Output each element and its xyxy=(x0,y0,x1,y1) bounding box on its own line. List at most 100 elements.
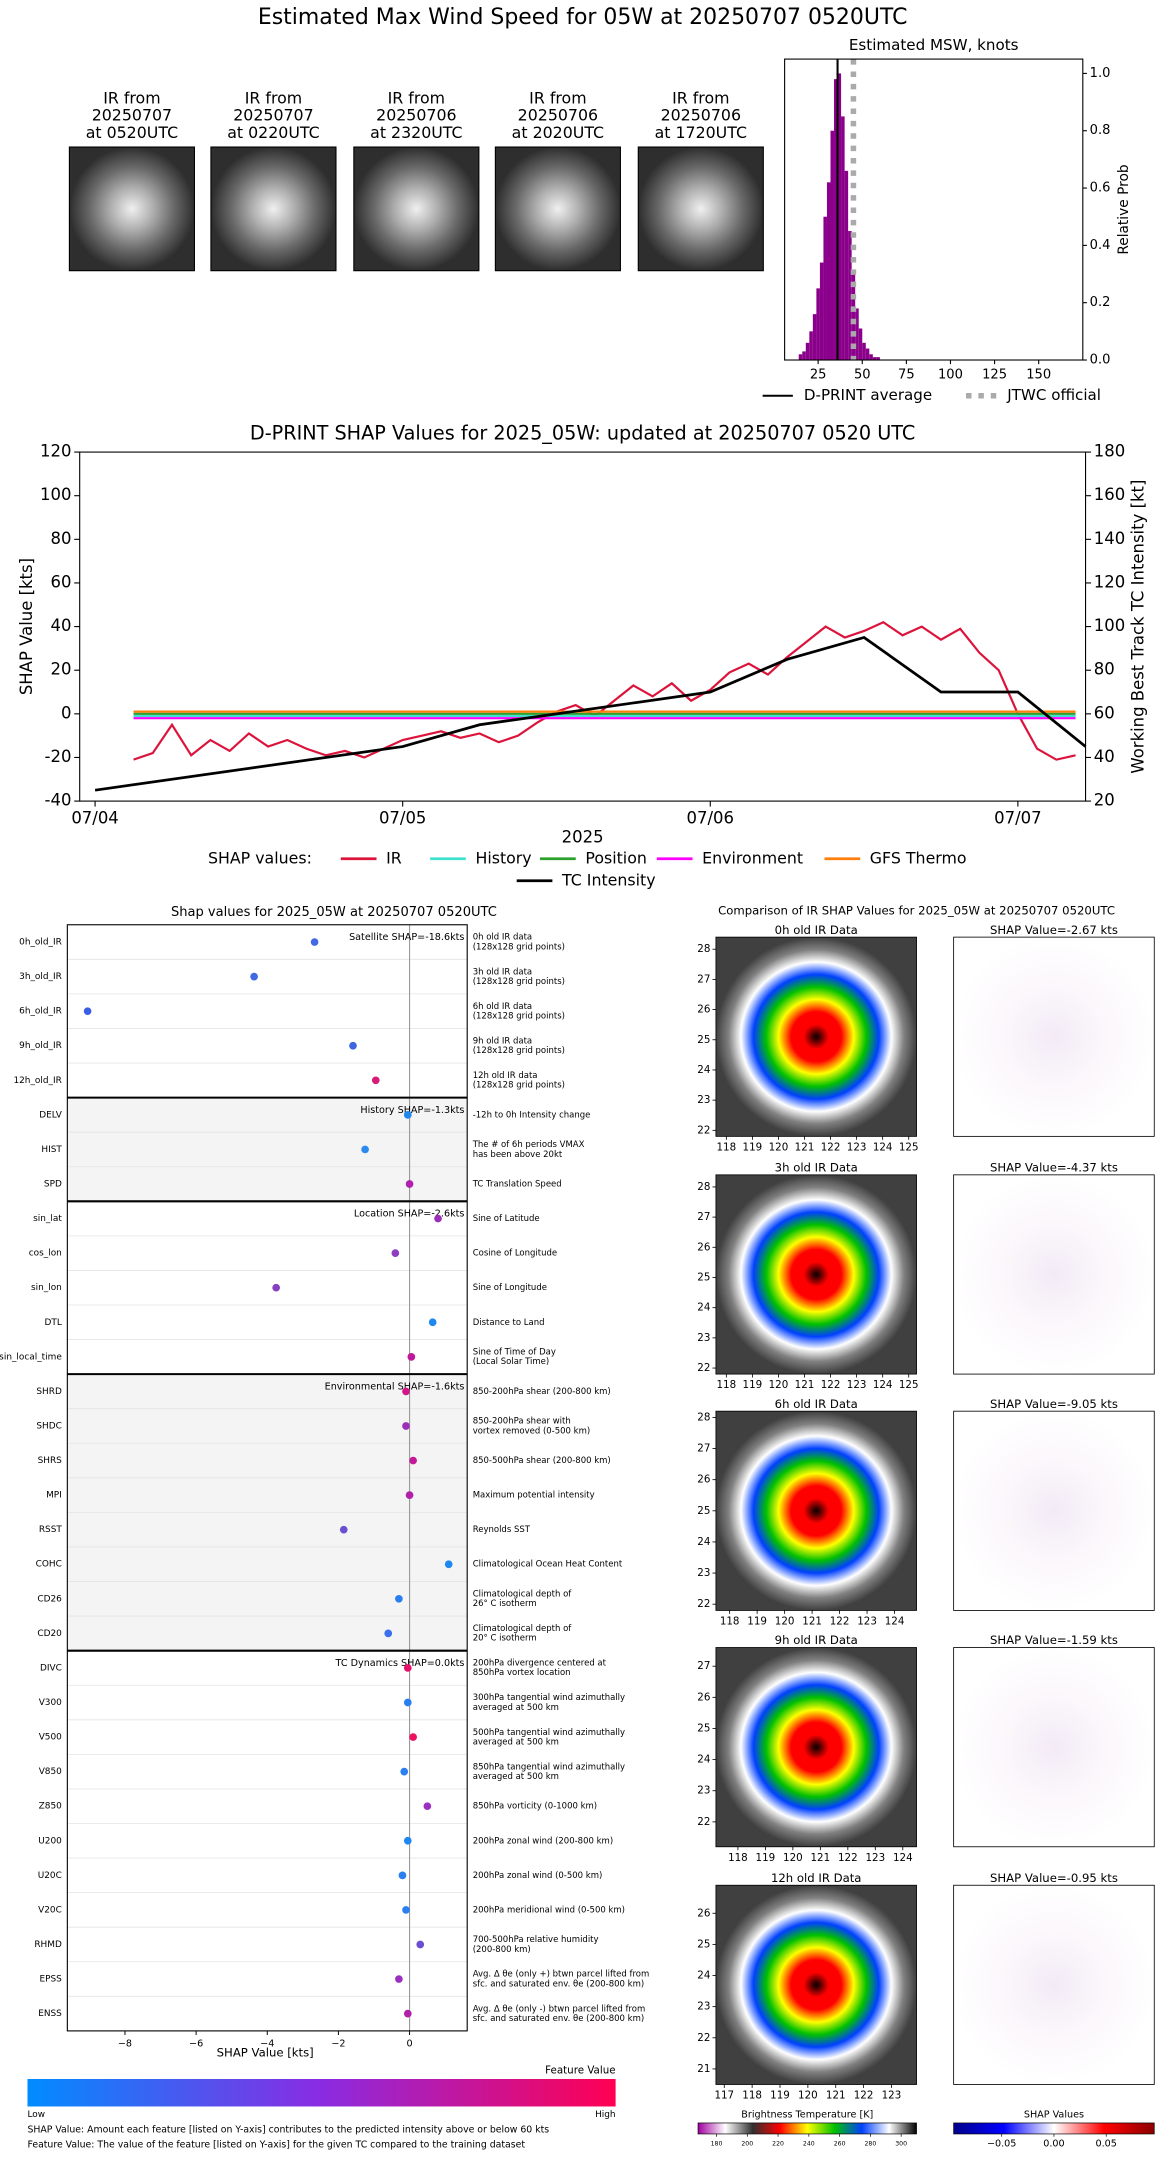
feature-label: Z850 xyxy=(39,1802,62,1812)
shap-dot xyxy=(403,1664,412,1672)
x-tick-label: 119 xyxy=(743,1379,763,1391)
y2-tick-label: 60 xyxy=(1094,703,1115,722)
histogram-bar xyxy=(816,288,820,361)
feature-description: 20° C isotherm xyxy=(473,1634,537,1644)
y2-tick-label: 140 xyxy=(1094,529,1125,548)
x-tick-label: 120 xyxy=(769,1379,789,1391)
feature-label: DELV xyxy=(39,1110,62,1120)
x-tick-label: 122 xyxy=(821,1379,841,1391)
y-tick-label: 28 xyxy=(697,1181,710,1193)
y-tick-label: 100 xyxy=(40,485,71,504)
series-line xyxy=(94,635,1087,792)
colorbar-tick-label: 240 xyxy=(803,2141,815,2148)
y2-tick-label: 20 xyxy=(1094,791,1115,810)
histogram-bar xyxy=(869,354,873,361)
histogram-bar xyxy=(862,342,866,361)
colorbar xyxy=(953,2122,1155,2135)
legend-label: History xyxy=(475,848,531,867)
ir-thumbnail xyxy=(210,146,337,272)
feature-label: cos_lon xyxy=(29,1249,62,1259)
feature-label: SHRD xyxy=(36,1387,62,1397)
thumbnail-title: 20250707 xyxy=(92,106,172,125)
main-title: Estimated Max Wind Speed for 05W at 2025… xyxy=(258,5,908,30)
thumbnail-title: 20250707 xyxy=(233,106,313,125)
feature-label: sin_local_time xyxy=(0,1352,62,1362)
thumbnail-title: IR from xyxy=(388,88,445,107)
shap-map xyxy=(953,936,1155,1137)
x-tick-label: 124 xyxy=(893,1852,913,1864)
y-tick-label: -40 xyxy=(45,791,72,810)
feature-label: U20C xyxy=(38,1871,62,1881)
y-tick-label: 0.8 xyxy=(1090,123,1111,138)
feature-description: 300hPa tangential wind azimuthally xyxy=(473,1693,625,1703)
feature-description: 500hPa tangential wind azimuthally xyxy=(473,1728,625,1738)
x-axis-label: 2025 xyxy=(562,828,604,847)
shap-dot xyxy=(391,1249,400,1257)
y-tick-label: 24 xyxy=(697,1302,710,1314)
feature-description: averaged at 500 km xyxy=(473,1703,559,1713)
y-tick-label: 24 xyxy=(697,1536,710,1548)
colorbar-tick-label: 280 xyxy=(864,2141,876,2148)
y-tick-label: 26 xyxy=(697,1691,710,1703)
feature-description: (128x128 grid points) xyxy=(473,1011,565,1021)
feature-description: Climatological Ocean Heat Content xyxy=(473,1560,623,1570)
feature-description: 850hPa vortex location xyxy=(473,1668,571,1678)
x-tick-label: 118 xyxy=(742,2089,762,2101)
y-tick-label: 24 xyxy=(697,1970,710,1982)
colorbar-label: SHAP Values xyxy=(1024,2110,1084,2121)
ir-thumbnail xyxy=(637,146,764,272)
shap-dot xyxy=(416,1940,425,1949)
shap-dot xyxy=(405,1180,414,1188)
shap-dot xyxy=(339,1525,348,1534)
shap-dot xyxy=(272,1283,281,1292)
shap-dot xyxy=(395,1594,403,1603)
feature-description: 850-200hPa shear with xyxy=(473,1417,571,1427)
feature-label: sin_lon xyxy=(31,1283,62,1293)
histogram-bar xyxy=(802,351,806,361)
feature-description: 3h old IR data xyxy=(473,967,532,977)
y-tick-label: 0.2 xyxy=(1090,295,1111,310)
shap-dot xyxy=(400,1767,409,1776)
y-tick-label: 120 xyxy=(40,442,71,461)
feature-description: 200hPa meridional wind (0-500 km) xyxy=(473,1905,625,1915)
feature-description: (Local Solar Time) xyxy=(473,1357,550,1367)
y-tick-label: 22 xyxy=(697,1362,710,1374)
thumbnail-title: at 1720UTC xyxy=(655,123,747,142)
y-axis-label: Relative Prob xyxy=(1116,164,1132,254)
x-tick-label: 50 xyxy=(854,368,871,383)
y-tick-label: 24 xyxy=(697,1064,710,1076)
y2-axis-label: Working Best Track TC Intensity [kt] xyxy=(1129,480,1148,774)
x-tick-label: 25 xyxy=(810,368,827,383)
y-tick-label: 26 xyxy=(697,1004,710,1016)
feature-description: (128x128 grid points) xyxy=(473,942,565,952)
y-tick-label: 27 xyxy=(697,973,710,985)
feature-description: 850-200hPa shear (200-800 km) xyxy=(473,1387,611,1397)
y-tick-label: 20 xyxy=(50,660,71,679)
colorbar-tick-label: −0.05 xyxy=(987,2139,1016,2150)
x-tick-label: 07/05 xyxy=(379,808,426,827)
feature-label: SPD xyxy=(44,1180,62,1190)
x-tick-label: 121 xyxy=(802,1615,822,1627)
histogram-bar xyxy=(865,348,870,361)
shap-dot xyxy=(310,938,319,946)
y-tick-label: 24 xyxy=(697,1754,710,1766)
panel-title: 6h old IR Data xyxy=(775,1397,858,1411)
x-tick-label: 07/07 xyxy=(994,808,1041,827)
y2-tick-label: 160 xyxy=(1094,485,1125,504)
histogram-bar xyxy=(876,357,880,361)
shap-dot xyxy=(403,1698,412,1707)
x-axis-label: SHAP Value [kts] xyxy=(217,2045,314,2059)
x-tick-label: −4 xyxy=(260,2038,274,2049)
x-tick-label: 120 xyxy=(775,1615,795,1627)
panel-title: SHAP Value=-0.95 kts xyxy=(990,1871,1118,1885)
x-tick-label: 100 xyxy=(938,368,963,383)
y-tick-label: -20 xyxy=(45,747,72,766)
shap-map xyxy=(953,1884,1155,2085)
feature-label: DIVC xyxy=(40,1663,62,1673)
colorbar-tick-label: 0.05 xyxy=(1095,2139,1116,2150)
y-tick-label: 25 xyxy=(697,1034,710,1046)
legend-label: D-PRINT average xyxy=(804,386,932,404)
histogram-bar xyxy=(841,116,845,361)
